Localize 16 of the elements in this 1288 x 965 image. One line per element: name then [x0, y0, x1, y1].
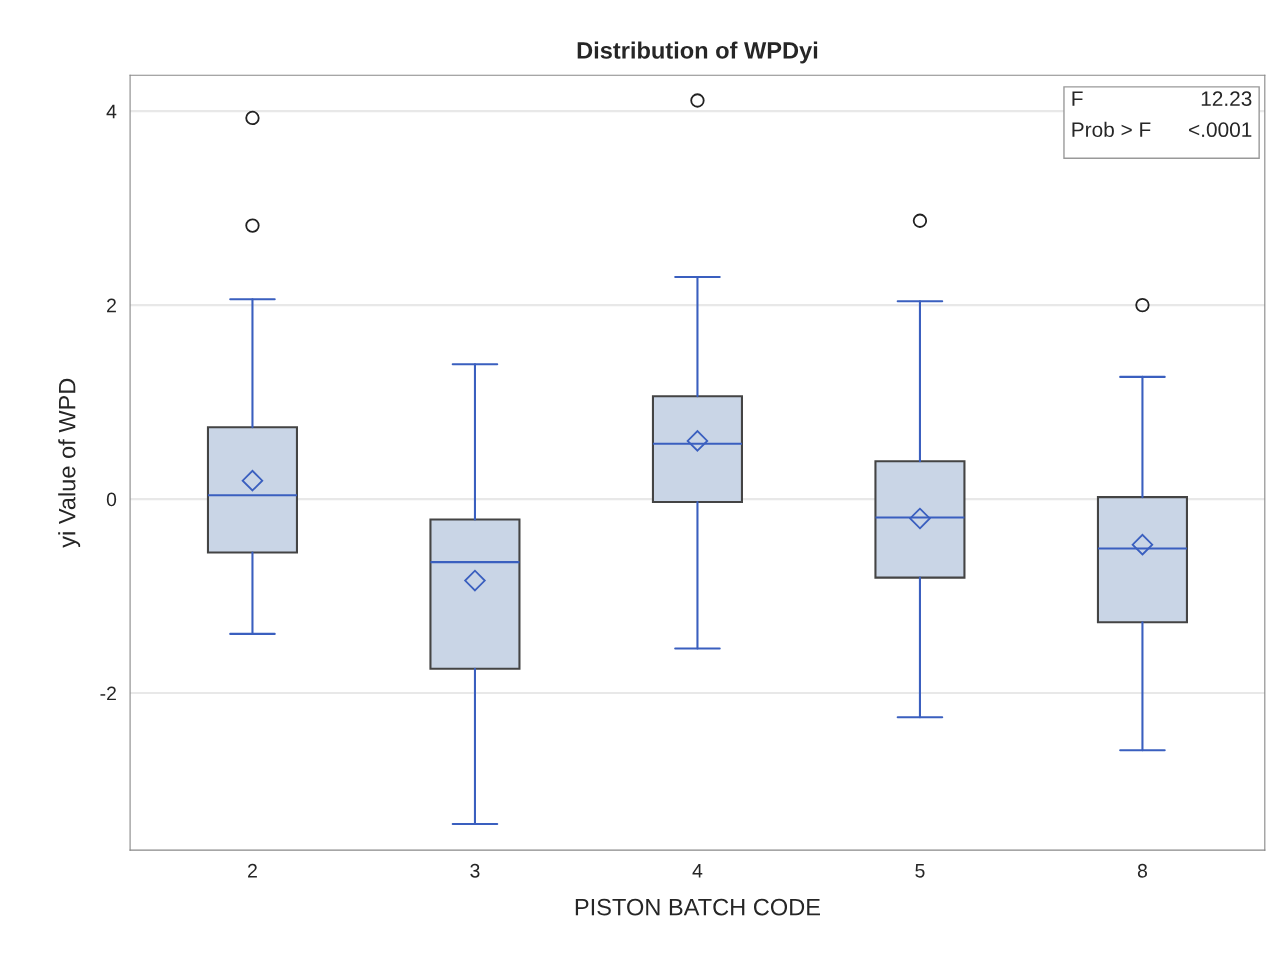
chart-title: Distribution of WPDyi	[577, 41, 818, 64]
annotation: 12.23	[1201, 91, 1252, 107]
annotation: F	[1072, 91, 1083, 106]
x-axis-title: PISTON BATCH CODE	[575, 898, 820, 916]
x-tick-label: 8	[1137, 863, 1148, 878]
annotation: Prob > F	[1072, 121, 1151, 138]
annotation: <.0001	[1189, 122, 1252, 138]
y-axis-title: yi Value of WPD	[58, 378, 81, 548]
x-tick-label: 4	[692, 864, 703, 878]
x-tick-label: 5	[915, 864, 925, 878]
y-tick-label: 2	[107, 298, 116, 313]
y-tick-label: -2	[100, 686, 116, 701]
x-tick-label: 2	[248, 863, 257, 878]
x-tick-label: 3	[470, 863, 480, 878]
y-tick-label: 0	[106, 492, 117, 507]
y-tick-label: 4	[106, 104, 117, 119]
